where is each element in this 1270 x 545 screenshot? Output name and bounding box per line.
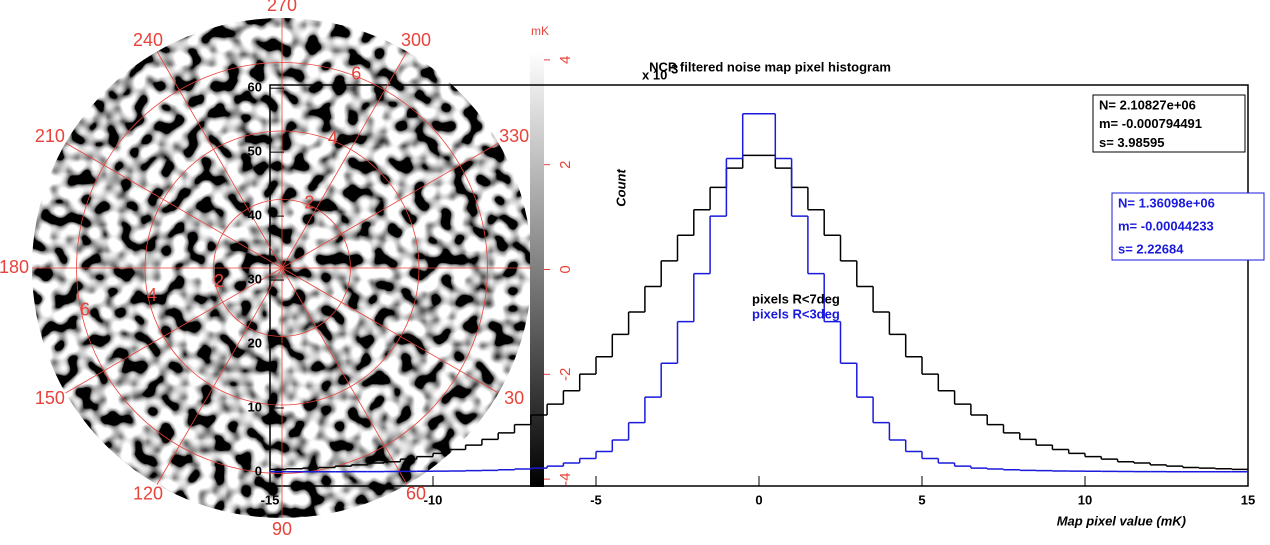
- spoke: [281, 51, 408, 269]
- stats-text: N= 1.36098e+06: [1118, 195, 1215, 210]
- stats-text: N= 2.10827e+06: [1099, 97, 1196, 112]
- radius-label: 6: [80, 299, 90, 319]
- angle-label: 270: [267, 0, 297, 15]
- radius-circle: [76, 62, 488, 474]
- colorbar-tick-label: 0: [557, 265, 574, 273]
- chart-title: NCP filtered noise map pixel histogram: [649, 59, 891, 74]
- radius-circle: [213, 199, 351, 337]
- radius-label: 4: [147, 285, 157, 305]
- angle-label: 90: [272, 519, 292, 539]
- colorbar-tick-label: -4: [557, 472, 574, 485]
- colorbar-tick-label: 4: [557, 56, 574, 64]
- colorbar-label: mK: [531, 24, 549, 38]
- angle-label: 180: [0, 257, 29, 277]
- stats-box: [1092, 94, 1246, 153]
- x-axis-title: Map pixel value (mK): [1057, 513, 1186, 528]
- legend-entry: pixels R<7deg: [752, 291, 840, 306]
- radius-label: 6: [351, 64, 361, 84]
- spoke: [65, 267, 283, 394]
- stats-box: [1111, 192, 1265, 261]
- angle-label: 330: [499, 126, 529, 146]
- x-tick-label: -10: [424, 492, 443, 507]
- colorbar-tick-label: 2: [557, 161, 574, 169]
- x-tick-label: -5: [590, 492, 602, 507]
- spoke: [281, 267, 408, 485]
- radius-label: 2: [214, 271, 224, 291]
- spoke: [281, 142, 499, 269]
- stats-text: m= -0.00044233: [1118, 218, 1214, 233]
- spoke: [65, 142, 283, 269]
- radius-label: 4: [328, 128, 338, 148]
- spoke: [156, 267, 283, 485]
- angle-label: 150: [35, 388, 65, 408]
- colorbar: [530, 52, 544, 487]
- radius-circle: [144, 130, 420, 406]
- y-tick-label: 60: [248, 80, 262, 95]
- y-scale-exponent: 3: [671, 61, 678, 76]
- spoke: [156, 51, 283, 269]
- spoke: [281, 267, 499, 394]
- y-tick-label: 20: [248, 335, 262, 350]
- stats-text: s= 3.98595: [1099, 135, 1164, 150]
- stats-text: s= 2.22684: [1118, 241, 1184, 256]
- angle-label: 210: [35, 126, 65, 146]
- angle-label: 30: [504, 388, 524, 408]
- x-tick-label: 5: [918, 492, 925, 507]
- angle-label: 60: [406, 484, 426, 504]
- legend-entry: pixels R<3deg: [752, 306, 840, 321]
- angle-label: 240: [133, 30, 163, 50]
- x-tick-label: 15: [1241, 492, 1255, 507]
- y-tick-label: 30: [248, 272, 262, 287]
- x-tick-label: -15: [261, 492, 280, 507]
- y-axis-title: Count: [613, 169, 628, 207]
- x-tick-label: 10: [1078, 492, 1092, 507]
- angle-label: 300: [401, 30, 431, 50]
- angle-label: 120: [133, 484, 163, 504]
- y-scale-label: x 10: [642, 67, 667, 82]
- y-tick-label: 10: [248, 399, 262, 414]
- y-tick-label: 0: [255, 463, 262, 478]
- stats-text: m= -0.000794491: [1099, 116, 1202, 131]
- colorbar-tick-label: -2: [557, 368, 574, 381]
- radius-label: 2: [304, 192, 314, 212]
- x-tick-label: 0: [755, 492, 762, 507]
- y-tick-label: 40: [248, 208, 262, 223]
- y-tick-label: 50: [248, 144, 262, 159]
